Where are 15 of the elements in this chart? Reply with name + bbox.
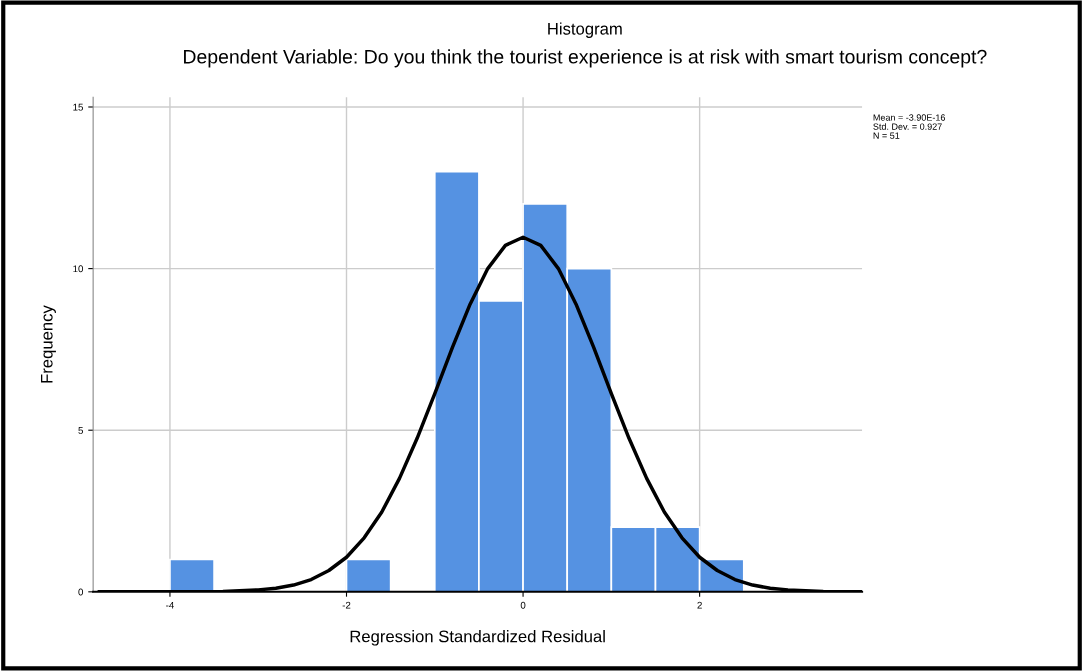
y-tick-label: 15 — [73, 103, 84, 111]
y-tick-label: 0 — [78, 588, 84, 596]
y-tick-label: 10 — [73, 265, 84, 273]
y-axis-title: Frequency — [41, 305, 56, 383]
text: Mean = -3.90E-16 — [873, 114, 946, 121]
x-axis-title: Regression Standardized Residual — [350, 630, 605, 646]
x-tick-label: -4 — [166, 601, 174, 609]
chart-subtitle: Dependent Variable: Do you think the tourist experience is at risk with smart tourism concept? — [184, 49, 987, 68]
text: Std. Dev. = 0.927 — [873, 123, 942, 130]
x-tick-label: 2 — [697, 601, 702, 609]
chart-title: Histogram — [548, 22, 622, 38]
text: N = 51 — [873, 132, 900, 139]
x-tick-label: 0 — [520, 601, 526, 609]
y-tick-label: 5 — [78, 427, 84, 434]
x-tick-label: -2 — [342, 601, 351, 609]
